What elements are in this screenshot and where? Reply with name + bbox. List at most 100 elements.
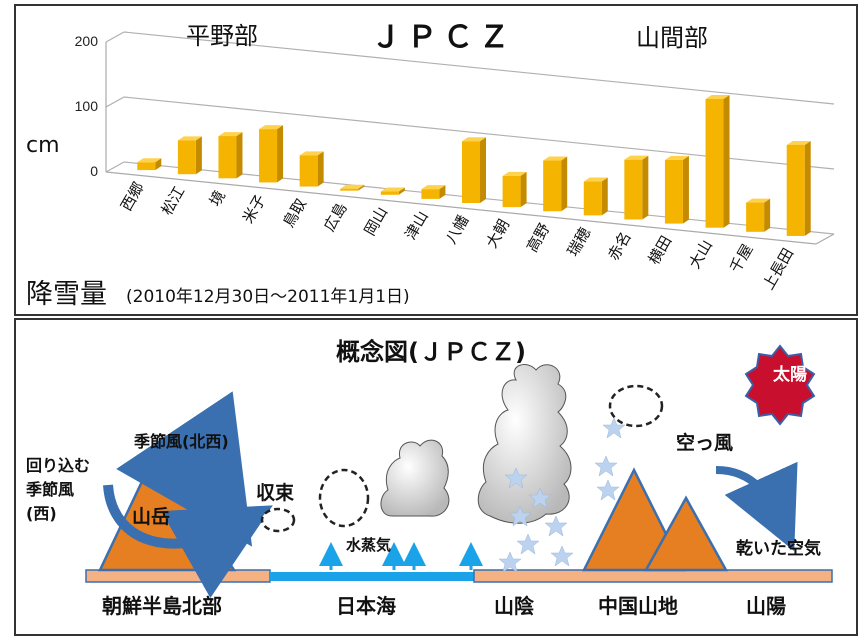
chugoku-mountain-2 (643, 495, 729, 572)
bar-side (682, 155, 689, 224)
bar-side (398, 187, 405, 195)
bar-米子 (259, 129, 278, 183)
bar-top (705, 95, 730, 100)
chart-title: ＪＰＣＺ (371, 20, 515, 55)
x-tick-label: 鳥取 (280, 196, 311, 231)
region-sanin: 山陰 (494, 594, 534, 618)
x-tick-label: 境 (206, 187, 229, 209)
plain-area-header: 平野部 (186, 22, 258, 50)
bar-大山 (705, 99, 724, 228)
wrap-monsoon-line-2: 季節風 (26, 480, 75, 499)
bar-top (259, 125, 284, 130)
mountain-area-header: 山間部 (636, 24, 708, 52)
bar-side (358, 184, 365, 191)
bar-side (195, 136, 202, 175)
x-axis-front (105, 171, 817, 245)
y-tick-label: 200 (75, 33, 99, 49)
bar-広島 (340, 188, 359, 191)
x-tick-label: 横田 (645, 233, 676, 268)
x-tick-label: 八幡 (442, 212, 473, 247)
dashed-cloud-right (608, 384, 664, 428)
bar-上長田 (786, 144, 805, 236)
small-dashed-cloud (260, 507, 296, 533)
bar-side (155, 158, 162, 171)
caption-period: (2010年12月30日～2011年1月1日) (126, 287, 410, 307)
bar-top (624, 155, 649, 160)
snowfall-bar-chart: 0 100 200 西郷 松江境米子 鳥取 広島 岡山 津山 八幡 大朝 高野 瑞穂 赤名 横田 大山 千屋 上長… (75, 31, 835, 293)
bar-大朝 (502, 175, 521, 208)
bar-top (299, 151, 324, 156)
bar-side (520, 171, 527, 208)
gridline-side-0 (105, 161, 125, 173)
x-tick-label: 赤名 (604, 228, 635, 263)
dry-air-arrow (715, 461, 798, 552)
region-sea-of-japan: 日本海 (336, 594, 396, 618)
bar-瑞穂 (583, 181, 602, 216)
bar-八幡 (462, 141, 480, 204)
dashed-cloud-mid (318, 468, 370, 528)
wrap-monsoon-line-1: 回り込む (26, 456, 91, 475)
bar-top (421, 185, 446, 190)
bar-top (340, 184, 365, 189)
x-tick-label: 大山 (685, 237, 716, 272)
bar-赤名 (624, 159, 643, 220)
bar-横田 (664, 159, 683, 224)
gridline-side-200 (105, 31, 125, 43)
bar-top (137, 158, 162, 163)
x-tick-label: 米子 (239, 191, 270, 226)
x-tick-label: 西郷 (117, 179, 148, 214)
bar-top (380, 187, 405, 192)
x-tick-label: 岡山 (361, 204, 392, 239)
bar-side (764, 198, 771, 232)
bar-top (746, 198, 771, 203)
wrap-monsoon-label: 回り込む 季節風 (西) (26, 454, 106, 526)
snow-stars (498, 417, 626, 573)
x-tick-label: 広島 (320, 200, 351, 235)
bar-西郷 (137, 162, 156, 171)
x-tick-label: 高野 (523, 220, 554, 255)
bar-松江 (177, 140, 196, 175)
sun-label-1: 太陽 (773, 365, 807, 385)
bar-top (786, 140, 811, 145)
bar-高野 (543, 160, 562, 212)
west-monsoon-arrow (103, 484, 273, 599)
sun-badge (744, 344, 816, 426)
snowfall-chart-panel: 0 100 200 西郷 松江境米子 鳥取 広島 岡山 津山 八幡 大朝 高野 瑞穂 赤名 横田 大山 千屋 上長… (14, 4, 858, 316)
bar-岡山 (380, 191, 399, 195)
tall-cumulus-cloud (477, 364, 572, 524)
vapor-label: 水蒸気 (346, 536, 392, 554)
bar-千屋 (746, 202, 765, 232)
bar-side (236, 132, 243, 179)
x-tick-label: 津山 (401, 208, 432, 243)
dry-air-label: 乾いた空気 (736, 539, 821, 559)
x-tick-label: 上長田 (759, 245, 797, 293)
x-axis-end (815, 233, 835, 245)
nw-monsoon-label: 季節風(北西) (134, 432, 229, 451)
x-tick-label: 松江 (158, 183, 189, 218)
ground-korea (85, 569, 271, 583)
bar-side (601, 177, 608, 216)
vapor-arrows (319, 542, 483, 570)
bar-津山 (421, 189, 440, 199)
x-tick-label: 瑞穂 (564, 224, 595, 259)
wrap-monsoon-line-3: (西) (26, 504, 57, 523)
bar-境 (218, 136, 237, 179)
bar-鳥取 (299, 155, 318, 187)
bar-side (277, 125, 284, 183)
y-unit-label: cm (26, 133, 60, 158)
x-tick-label: 大朝 (482, 216, 513, 251)
nw-monsoon-arrow (116, 391, 253, 547)
bar-side (317, 151, 324, 187)
bar-top (218, 132, 243, 137)
growing-cloud (380, 439, 450, 517)
bar-top (462, 137, 486, 142)
bar-top (502, 171, 527, 176)
bar-top (177, 136, 202, 141)
ground-japan (473, 569, 833, 583)
dry-wind-label: 空っ風 (676, 432, 734, 454)
gridline-200 (123, 31, 835, 105)
bar-side (561, 156, 568, 212)
concept-diagram-panel: 概念図(ＪＰＣＺ) 太陽 季節風(北西) 回り込む 季節風 (西) 山岳 収束 … (14, 318, 858, 636)
sea-strip (270, 572, 474, 581)
bar-side (804, 140, 811, 236)
